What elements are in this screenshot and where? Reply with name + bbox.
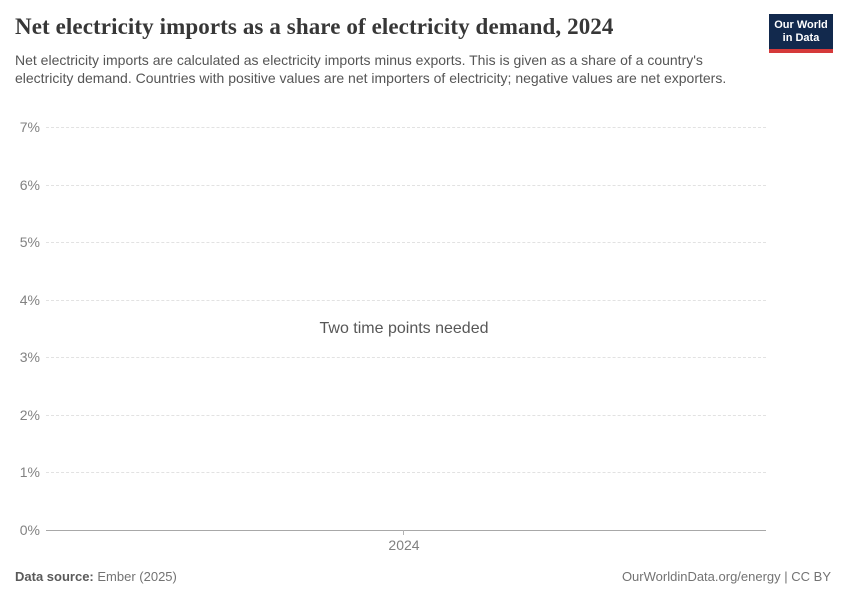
license-note: OurWorldinData.org/energy | CC BY	[621, 569, 831, 584]
y-axis-tick-label: 4%	[19, 292, 40, 308]
gridline	[46, 357, 766, 358]
gridline	[46, 415, 766, 416]
x-axis-tick-label: 2024	[388, 537, 420, 553]
x-axis-tick-mark	[403, 530, 404, 535]
y-axis-tick-label: 1%	[19, 464, 40, 480]
gridline	[46, 300, 766, 301]
y-axis-tick-label: 0%	[19, 522, 40, 538]
chart-status-message: Two time points needed	[319, 320, 489, 337]
owid-logo[interactable]: Our World in Data	[769, 14, 833, 53]
gridline	[46, 127, 766, 128]
chart-subtitle: Net electricity imports are calculated a…	[15, 52, 727, 86]
gridline	[46, 472, 766, 473]
y-axis-tick-label: 6%	[19, 177, 40, 193]
gridline	[46, 185, 766, 186]
y-axis-tick-label: 7%	[19, 119, 40, 135]
x-axis-line	[46, 530, 766, 531]
y-axis-tick-label: 2%	[19, 407, 40, 423]
y-axis-tick-label: 3%	[19, 349, 40, 365]
owid-logo-line2: in Data	[782, 31, 820, 44]
gridline	[46, 242, 766, 243]
data-source-note: Data source: Ember (2025)	[15, 569, 177, 584]
data-source-value: Ember (2025)	[97, 569, 177, 584]
chart-title: Net electricity imports as a share of el…	[15, 14, 614, 39]
data-source-label: Data source:	[15, 569, 94, 584]
owid-logo-line1: Our World	[774, 19, 828, 31]
y-axis-tick-label: 5%	[19, 234, 40, 250]
